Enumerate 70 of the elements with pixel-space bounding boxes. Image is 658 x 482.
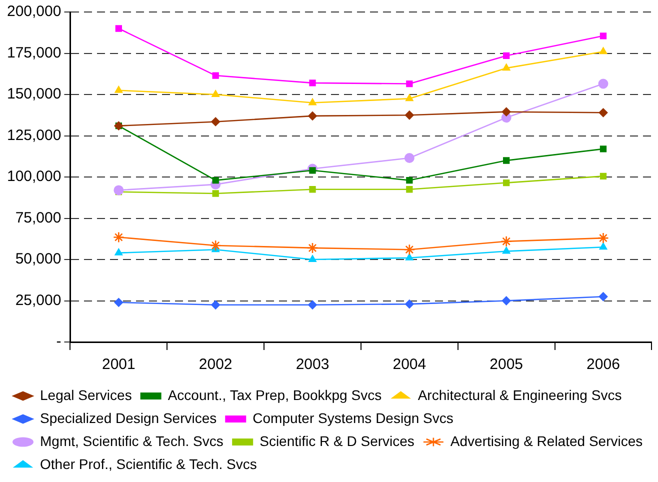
x-tick-label: 2004 xyxy=(392,356,426,374)
point xyxy=(211,300,220,310)
point xyxy=(600,32,607,40)
point xyxy=(211,117,220,126)
x-tick-label: 2002 xyxy=(198,356,232,374)
point xyxy=(598,108,608,118)
y-tick-label: 100,000 xyxy=(6,168,62,186)
point xyxy=(115,25,122,32)
point xyxy=(308,255,316,262)
point xyxy=(114,86,123,93)
legend-label: Computer Systems Design Svcs xyxy=(252,410,454,426)
point xyxy=(309,186,316,193)
y-tick-label: 125,000 xyxy=(6,126,62,144)
legend-label: Architectural & Engineering Svcs xyxy=(418,386,622,403)
point xyxy=(405,94,414,102)
point xyxy=(598,232,609,244)
point xyxy=(114,185,124,196)
legend-label: Account., Tax Prep, Bookkpg Svcs xyxy=(168,386,382,403)
x-tick-label: 2001 xyxy=(102,356,136,374)
y-tick-label: 50,000 xyxy=(15,250,62,268)
legend-label: Advertising & Related Services xyxy=(450,432,643,449)
y-tick-label: 150,000 xyxy=(6,86,62,103)
point xyxy=(308,98,316,106)
point xyxy=(306,242,318,254)
y-tick-label: 175,000 xyxy=(6,44,62,62)
point xyxy=(309,80,316,86)
point xyxy=(599,242,608,250)
x-tick-label: 2003 xyxy=(296,356,330,374)
point xyxy=(503,179,510,186)
point xyxy=(502,107,511,116)
point xyxy=(598,292,608,302)
legend-label: Legal Services xyxy=(40,386,132,403)
legend-label: Mgmt, Scientific & Tech. Svcs xyxy=(40,432,224,449)
point xyxy=(404,244,416,256)
x-tick-label: 2005 xyxy=(490,356,524,374)
point xyxy=(405,253,414,260)
point xyxy=(502,296,511,306)
point xyxy=(404,153,414,164)
point xyxy=(212,90,220,97)
point xyxy=(404,110,414,120)
point xyxy=(502,64,510,71)
point xyxy=(114,248,123,256)
point xyxy=(600,146,607,152)
point xyxy=(600,172,607,180)
point xyxy=(599,47,608,54)
x-tick-label: 2006 xyxy=(586,356,620,374)
y-tick-label: 75,000 xyxy=(15,209,62,226)
point xyxy=(404,300,414,309)
point xyxy=(210,240,222,252)
point xyxy=(503,52,510,60)
point xyxy=(308,111,318,120)
point xyxy=(406,186,413,193)
legend-label: Other Prof., Scientific & Tech. Svcs xyxy=(40,456,257,472)
point xyxy=(503,157,510,164)
point xyxy=(212,72,219,79)
point xyxy=(406,80,413,88)
y-tick-label: 200,000 xyxy=(6,3,62,20)
point xyxy=(212,176,219,184)
point xyxy=(114,298,124,307)
y-tick-label: - xyxy=(56,333,62,350)
point xyxy=(212,190,219,197)
point xyxy=(406,176,413,184)
legend-label: Specialized Design Services xyxy=(40,410,217,426)
point xyxy=(502,246,510,254)
point xyxy=(500,236,512,247)
y-tick-label: 25,000 xyxy=(15,292,62,309)
point xyxy=(113,232,124,243)
point xyxy=(308,300,318,310)
point xyxy=(598,78,608,89)
legend-label: Scientific R & D Services xyxy=(260,432,414,449)
